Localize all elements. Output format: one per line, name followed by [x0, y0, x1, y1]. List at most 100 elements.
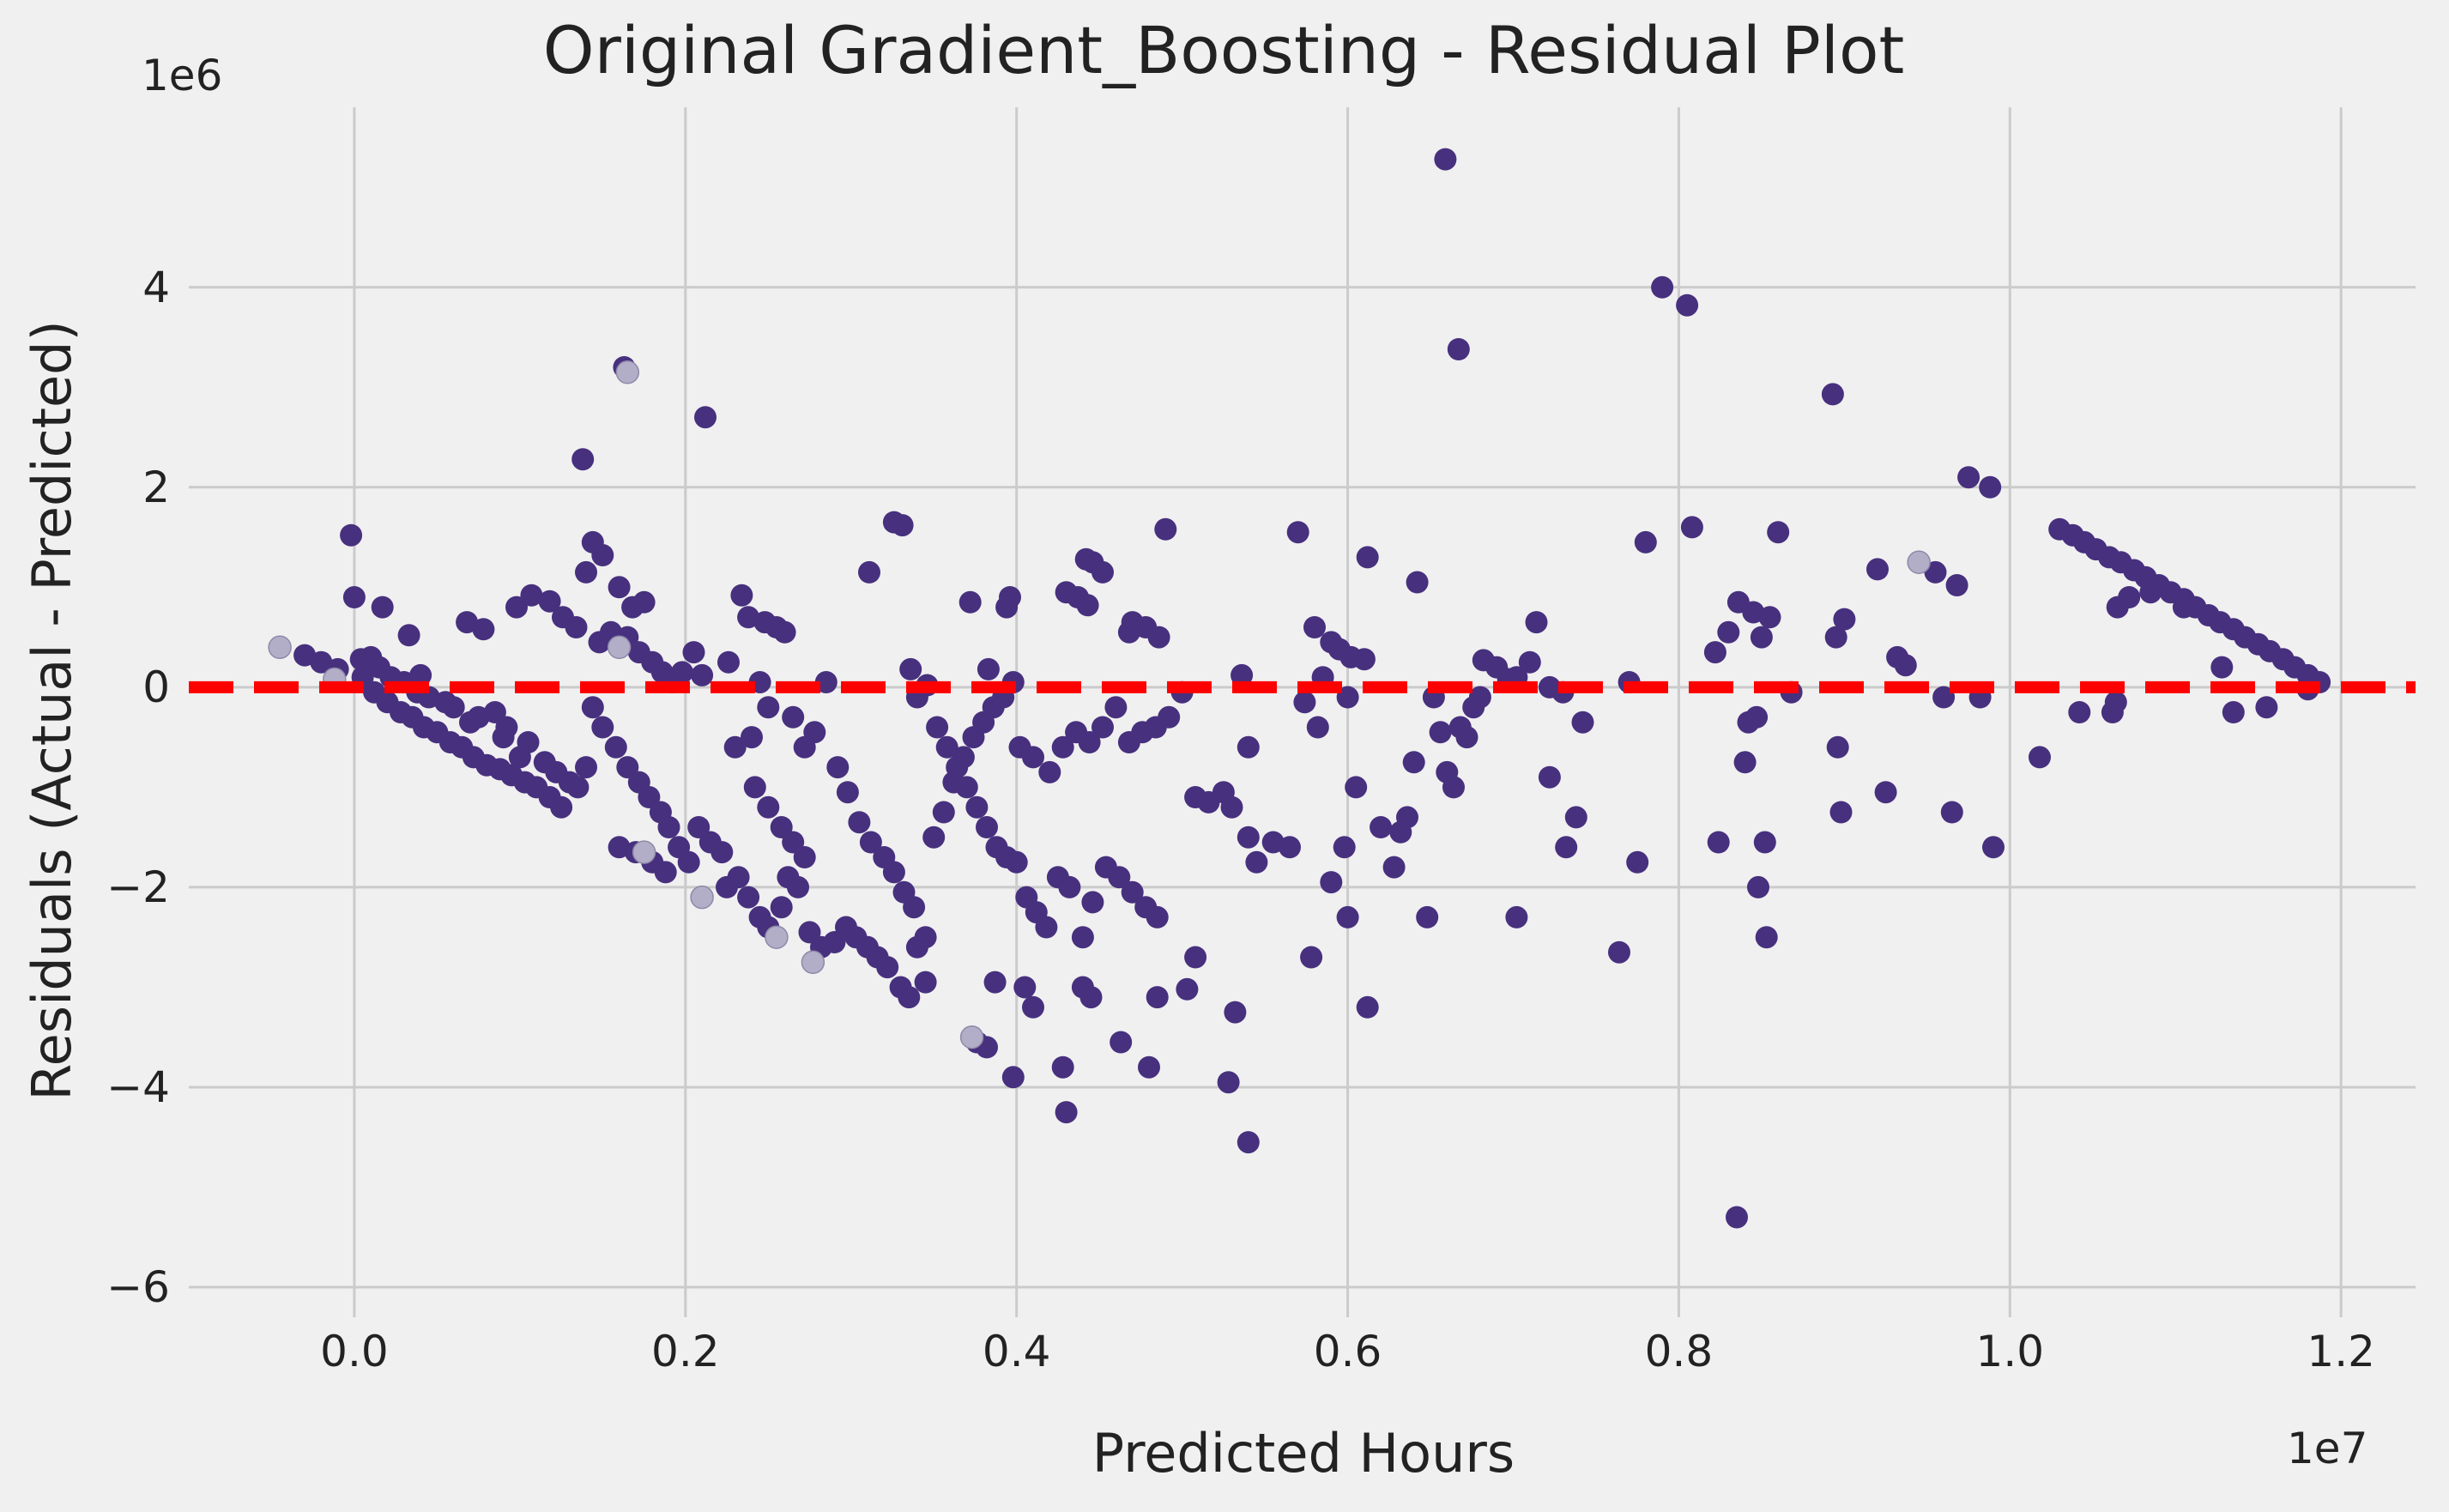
data-point: [1051, 735, 1074, 759]
data-point: [1345, 776, 1368, 799]
data-point: [1320, 871, 1343, 894]
data-point: [773, 620, 796, 644]
data-point: [575, 560, 597, 584]
data-point: [1945, 574, 1968, 596]
data-point: [899, 657, 922, 680]
data-point: [1707, 831, 1730, 854]
data-point: [550, 795, 573, 819]
data-point: [1750, 626, 1773, 649]
data-point: [495, 716, 518, 739]
data-point: [1726, 1206, 1748, 1229]
data-point: [349, 648, 372, 671]
data-point: [1932, 686, 1956, 709]
y-tick-label: −2: [106, 862, 170, 912]
data-point: [983, 971, 1007, 994]
data-point: [826, 756, 850, 779]
data-point: [575, 756, 597, 779]
x-tick-label: 0.8: [1645, 1327, 1714, 1376]
data-point: [1758, 606, 1781, 629]
data-point: [1237, 1131, 1260, 1154]
data-point: [914, 971, 937, 994]
data-point: [566, 776, 590, 799]
y-tick-label: −4: [106, 1062, 170, 1112]
faded-data-point: [1907, 550, 1931, 574]
data-point: [1389, 820, 1412, 844]
data-point: [1076, 594, 1099, 617]
data-point: [472, 618, 495, 641]
y-axis-label: Residuals (Actual - Predicted): [21, 320, 83, 1100]
data-point: [1626, 850, 1649, 874]
data-point: [1957, 466, 1980, 489]
scatter-points: [268, 148, 2331, 1229]
data-point: [1821, 383, 1844, 406]
data-point: [876, 956, 899, 979]
data-point: [1279, 836, 1301, 859]
data-point: [538, 590, 561, 613]
data-point: [1874, 781, 1897, 804]
x-tick-label: 0.6: [1314, 1327, 1382, 1376]
data-point: [711, 841, 734, 864]
data-point: [958, 590, 982, 614]
data-point: [1005, 850, 1028, 874]
data-point: [1434, 148, 1457, 171]
data-point: [682, 641, 705, 664]
data-point: [1220, 795, 1243, 819]
x-tick-label: 1.2: [2307, 1327, 2375, 1376]
data-point: [1442, 776, 1465, 799]
data-point: [757, 696, 780, 719]
data-point: [632, 590, 656, 614]
data-point: [1237, 735, 1260, 759]
faded-data-point: [765, 925, 789, 949]
data-point: [1078, 731, 1101, 753]
data-point: [638, 786, 661, 808]
data-point: [1176, 977, 1199, 1001]
data-point: [976, 816, 998, 838]
data-point: [1447, 338, 1470, 360]
data-point: [2255, 696, 2278, 719]
data-point: [926, 716, 949, 739]
data-point: [671, 661, 693, 684]
data-point: [342, 586, 366, 608]
data-point: [1406, 571, 1429, 594]
data-point: [434, 691, 457, 714]
data-point: [1525, 611, 1548, 634]
data-point: [1286, 521, 1309, 544]
data-point: [1121, 880, 1144, 904]
data-point: [1079, 986, 1103, 1009]
data-point: [371, 596, 394, 619]
data-point: [1979, 475, 2002, 499]
data-point: [882, 861, 905, 884]
data-point: [891, 514, 914, 537]
data-point: [517, 731, 540, 753]
y-tick-label: 0: [142, 662, 170, 712]
data-point: [1051, 1055, 1074, 1079]
data-point: [2118, 586, 2141, 608]
data-point: [591, 716, 614, 739]
data-point: [1833, 608, 1856, 631]
data-point: [1826, 735, 1849, 759]
faded-data-point: [632, 840, 656, 864]
x-axis-label: Predicted Hours: [1092, 1422, 1515, 1485]
x-axis-offset-text: 1e7: [2287, 1424, 2367, 1473]
data-point: [1651, 275, 1674, 299]
data-point: [1733, 751, 1757, 774]
data-point: [977, 657, 1000, 680]
data-point: [1336, 686, 1359, 709]
data-point: [1293, 691, 1316, 714]
data-point: [1245, 850, 1268, 874]
data-point: [1356, 995, 1379, 1019]
data-point: [1081, 891, 1104, 914]
data-point: [1217, 1071, 1240, 1094]
data-point: [1717, 620, 1740, 644]
data-point: [1370, 816, 1393, 838]
faded-data-point: [690, 885, 714, 910]
grid-lines: [189, 107, 2416, 1317]
data-point: [770, 896, 793, 919]
data-point: [616, 756, 639, 779]
data-point: [520, 584, 543, 607]
data-point: [717, 650, 740, 674]
data-point: [1104, 696, 1128, 719]
data-point: [2029, 746, 2051, 769]
data-point: [654, 861, 677, 884]
